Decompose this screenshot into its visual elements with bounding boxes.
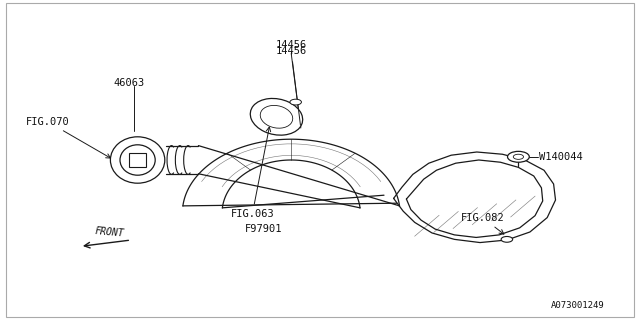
Circle shape xyxy=(501,236,513,242)
Text: F97901: F97901 xyxy=(244,224,282,234)
Text: 14456: 14456 xyxy=(276,40,307,50)
Text: W140044: W140044 xyxy=(539,152,582,162)
Ellipse shape xyxy=(250,99,303,135)
Circle shape xyxy=(513,154,524,159)
Text: FIG.082: FIG.082 xyxy=(461,212,504,234)
Circle shape xyxy=(508,151,529,162)
Text: A073001249: A073001249 xyxy=(550,301,604,310)
Ellipse shape xyxy=(120,145,155,175)
Text: FRONT: FRONT xyxy=(95,226,125,238)
Bar xyxy=(129,153,146,167)
Ellipse shape xyxy=(260,105,292,128)
Circle shape xyxy=(290,99,301,105)
Text: FIG.070: FIG.070 xyxy=(26,116,111,158)
Ellipse shape xyxy=(110,137,165,183)
Text: 14456: 14456 xyxy=(276,46,307,125)
Text: 46063: 46063 xyxy=(114,78,145,88)
Text: FIG.063: FIG.063 xyxy=(230,127,274,220)
